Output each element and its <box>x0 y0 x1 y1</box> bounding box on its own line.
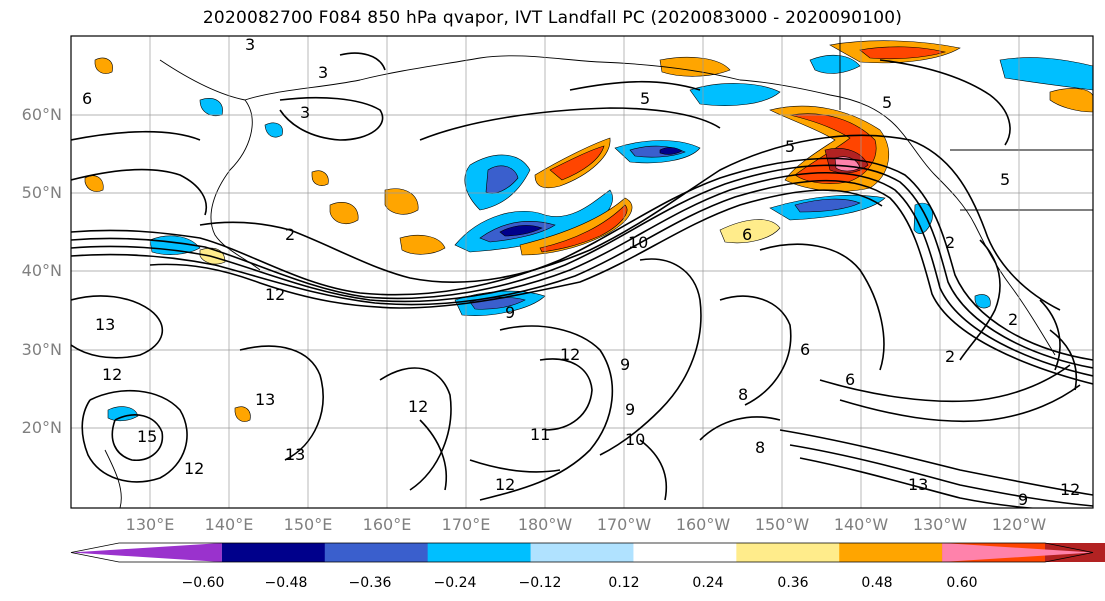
contour-label: 12 <box>184 459 204 478</box>
map-title: 2020082700 F084 850 hPa qvapor, IVT Land… <box>202 8 903 28</box>
lon-tick-label: 170°E <box>441 515 491 534</box>
colorbar-label: −0.60 <box>181 575 225 591</box>
colorbar-label: −0.48 <box>264 575 308 591</box>
contour-label: 13 <box>908 475 928 494</box>
contour-label: 10 <box>628 233 648 252</box>
shaded-anomaly-regions <box>84 40 1093 422</box>
colorbar-label: 0.48 <box>861 575 893 591</box>
contour-label: 6 <box>82 89 92 108</box>
contour-label: 12 <box>1060 480 1080 499</box>
contour-label: 3 <box>245 35 255 54</box>
lon-tick-label: 130°W <box>912 515 968 534</box>
contour-label: 5 <box>785 137 795 156</box>
lon-tick-label: 140°E <box>204 515 254 534</box>
lat-tick-label: 30°N <box>21 340 62 359</box>
contour-label: 5 <box>640 89 650 108</box>
colorbar-segment <box>324 543 429 562</box>
lat-tick-label: 50°N <box>21 183 62 202</box>
contour-label: 2 <box>945 233 955 252</box>
contour-lines <box>71 52 1093 508</box>
contour-label: 10 <box>625 430 645 449</box>
contour-label: 8 <box>738 385 748 404</box>
colorbar-segment <box>839 543 943 562</box>
contour-label: 13 <box>95 315 115 334</box>
contour-label: 12 <box>495 475 515 494</box>
contour-label: 3 <box>300 103 310 122</box>
contour-label: 9 <box>620 355 630 374</box>
contour-label: 15 <box>137 427 157 446</box>
colorbar-segment <box>221 543 326 562</box>
colorbar-segment <box>942 543 1093 562</box>
contour-label: 2 <box>1008 310 1018 329</box>
contour-label: 2 <box>285 225 295 244</box>
lon-tick-label: 130°E <box>125 515 175 534</box>
colorbar-label: 0.36 <box>777 575 809 591</box>
colorbar-label: −0.24 <box>433 575 477 591</box>
coastlines <box>104 36 1093 508</box>
colorbar-label: 0.60 <box>946 575 978 591</box>
lat-tick-label: 60°N <box>21 105 62 124</box>
lon-tick-label: 150°W <box>754 515 810 534</box>
contour-label-group: 3 3 3 6 5 5 5 5 2 2 12 12 13 9 10 6 6 6 … <box>82 35 1080 509</box>
colorbar-label: 0.12 <box>608 575 640 591</box>
colorbar-outline <box>70 542 1094 563</box>
colorbar-label: 0.24 <box>692 575 724 591</box>
lon-tick-label: 150°E <box>283 515 333 534</box>
contour-label: 3 <box>318 63 328 82</box>
contour-label: 12 <box>265 285 285 304</box>
contour-label: 6 <box>800 340 810 359</box>
contour-label: 9 <box>625 400 635 419</box>
contour-label: 2 <box>945 347 955 366</box>
contour-label: 6 <box>742 225 752 244</box>
contour-label: 9 <box>1018 490 1028 509</box>
lat-tick-label: 20°N <box>21 418 62 437</box>
colorbar-segment <box>71 543 222 562</box>
map-frame-content: 3 3 3 6 5 5 5 5 2 2 12 12 13 9 10 6 6 6 … <box>71 35 1093 509</box>
contour-label: 9 <box>505 303 515 322</box>
map-frame <box>70 35 1094 509</box>
contour-label: 11 <box>530 425 550 444</box>
lon-tick-label: 180°W <box>517 515 573 534</box>
lon-tick-label: 160°W <box>675 515 731 534</box>
lon-tick-label: 170°W <box>596 515 652 534</box>
grid-lines <box>71 36 1093 508</box>
contour-label: 5 <box>1000 170 1010 189</box>
lat-tick-label: 40°N <box>21 261 62 280</box>
lon-tick-label: 120°W <box>991 515 1047 534</box>
colorbar-segment <box>633 543 737 562</box>
contour-label: 12 <box>408 397 428 416</box>
lon-tick-label: 160°E <box>362 515 412 534</box>
contour-label: 12 <box>560 345 580 364</box>
colorbar-segment <box>736 543 840 562</box>
contour-label: 5 <box>882 93 892 112</box>
colorbar-label: −0.36 <box>348 575 392 591</box>
contour-label: 13 <box>285 445 305 464</box>
colorbar <box>70 542 1105 563</box>
contour-label: 12 <box>102 365 122 384</box>
colorbar-segment <box>427 543 532 562</box>
contour-label: 8 <box>755 438 765 457</box>
lon-tick-label: 140°W <box>833 515 889 534</box>
colorbar-segment <box>530 543 634 562</box>
contour-label: 13 <box>255 390 275 409</box>
colorbar-label: −0.12 <box>518 575 562 591</box>
contour-label: 6 <box>845 370 855 389</box>
